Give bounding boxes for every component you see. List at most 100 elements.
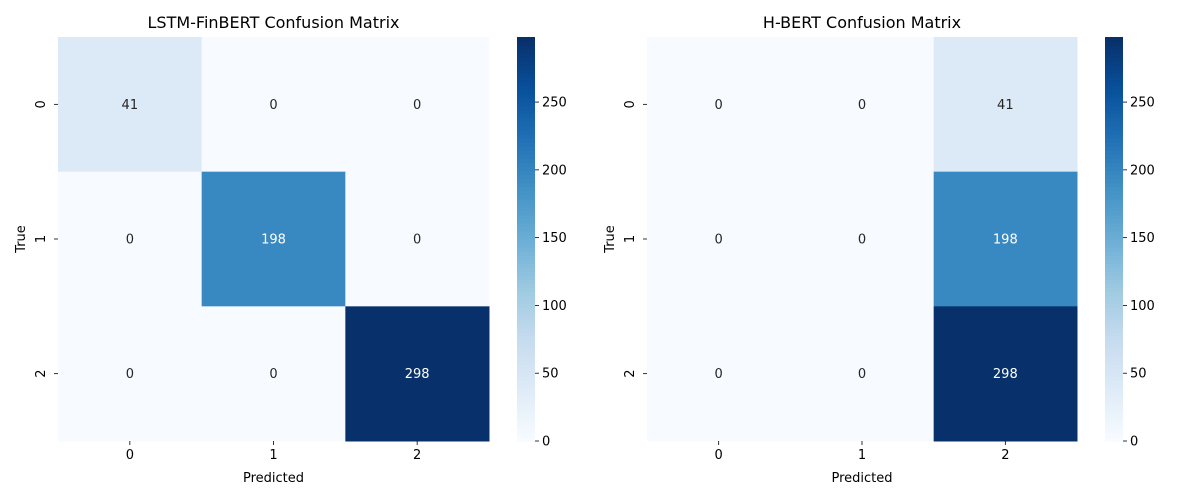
colorbar-segment bbox=[517, 404, 535, 410]
colorbar-segment bbox=[1105, 344, 1123, 349]
colorbar-segment bbox=[1105, 218, 1123, 224]
colorbar-segment bbox=[1105, 69, 1123, 74]
colorbar-segment bbox=[1105, 331, 1123, 337]
x-tick-label: 1 bbox=[858, 448, 866, 463]
colorbar-segment bbox=[1105, 352, 1123, 357]
colorbar-segment bbox=[1105, 81, 1123, 87]
heatmap-cell-r2-c1 bbox=[201, 306, 346, 442]
colorbar-segment bbox=[1105, 376, 1123, 381]
colorbar-segment bbox=[517, 271, 535, 276]
colorbar-segment bbox=[1105, 400, 1123, 406]
colorbar-segment bbox=[1105, 230, 1123, 236]
colorbar-segment bbox=[1105, 146, 1123, 151]
cell-value-r1-c2: 198 bbox=[993, 233, 1018, 248]
colorbar-segment bbox=[517, 105, 535, 111]
colorbar-segment bbox=[517, 89, 535, 95]
colorbar-segment bbox=[1105, 287, 1123, 293]
colorbar-segment bbox=[517, 210, 535, 216]
cell-value-r2-c1: 0 bbox=[269, 367, 277, 382]
colorbar-segment bbox=[517, 53, 535, 58]
colorbar-segment bbox=[1105, 416, 1123, 422]
colorbar-segment bbox=[517, 45, 535, 50]
heatmap-cell-r2-c0 bbox=[647, 306, 791, 442]
cell-value-r2-c2: 298 bbox=[993, 367, 1018, 382]
colorbar-segment bbox=[517, 170, 535, 175]
colorbar-segment bbox=[1105, 61, 1123, 66]
colorbar-segment bbox=[1105, 170, 1123, 175]
colorbar-segment bbox=[517, 239, 535, 244]
colorbar-segment bbox=[517, 344, 535, 349]
colorbar-segment bbox=[1105, 243, 1123, 248]
colorbar-segment bbox=[1105, 432, 1123, 438]
colorbar-segment bbox=[1105, 408, 1123, 414]
colorbar-segment bbox=[517, 243, 535, 248]
colorbar-segment bbox=[1105, 101, 1123, 107]
cell-value-r0-c2: 0 bbox=[413, 98, 421, 113]
colorbar-segment bbox=[517, 198, 535, 204]
colorbar-segment bbox=[517, 327, 535, 333]
heatmap-cell-r2-c2 bbox=[345, 306, 490, 442]
colorbar-segment bbox=[517, 392, 535, 398]
cell-value-r0-c0: 41 bbox=[122, 98, 139, 113]
colorbar-segment bbox=[517, 218, 535, 224]
colorbar-segment bbox=[1105, 190, 1123, 196]
colorbar-segment bbox=[517, 323, 535, 329]
colorbar-segment bbox=[1105, 121, 1123, 127]
colorbar-segment bbox=[517, 81, 535, 87]
heatmap-cell-r0-c0 bbox=[647, 37, 791, 173]
colorbar-segment bbox=[1105, 275, 1123, 280]
colorbar-segment bbox=[1105, 162, 1123, 167]
colorbar-segment bbox=[1105, 259, 1123, 264]
heatmap-cell-r2-c1 bbox=[790, 306, 935, 442]
colorbar-segment bbox=[517, 93, 535, 99]
colorbar-segment bbox=[517, 77, 535, 83]
colorbar-segment bbox=[517, 101, 535, 107]
colorbar-segment bbox=[517, 113, 535, 119]
colorbar-segment bbox=[517, 41, 535, 46]
colorbar-segment bbox=[517, 166, 535, 171]
heatmap-cell-r0-c2 bbox=[933, 37, 1078, 173]
colorbar-segment bbox=[1105, 303, 1123, 309]
colorbar-segment bbox=[517, 85, 535, 91]
colorbar-segment bbox=[517, 424, 535, 430]
colorbar-segment bbox=[517, 319, 535, 325]
colorbar-segment bbox=[517, 388, 535, 394]
colorbar-segment bbox=[1105, 186, 1123, 192]
colorbar-segment bbox=[1105, 396, 1123, 402]
colorbar-segment bbox=[1105, 142, 1123, 147]
colorbar-segment bbox=[517, 146, 535, 151]
y-tick-label: 1 bbox=[623, 235, 638, 243]
y-tick-label: 2 bbox=[34, 370, 49, 378]
colorbar-segment bbox=[1105, 291, 1123, 297]
colorbar-segment bbox=[1105, 368, 1123, 373]
colorbar-segment bbox=[1105, 89, 1123, 95]
heatmap-cell-r0-c1 bbox=[790, 37, 935, 173]
colorbar-segment bbox=[1105, 73, 1123, 78]
colorbar-segment bbox=[517, 255, 535, 260]
cell-value-r1-c2: 0 bbox=[413, 233, 421, 248]
colorbar-segment bbox=[517, 372, 535, 377]
colorbar-segment bbox=[1105, 125, 1123, 131]
x-tick-label: 2 bbox=[413, 448, 421, 463]
chart-title: LSTM-FinBERT Confusion Matrix bbox=[148, 13, 400, 32]
cell-value-r0-c1: 0 bbox=[269, 98, 277, 113]
colorbar-segment bbox=[1105, 327, 1123, 333]
colorbar-segment bbox=[517, 311, 535, 317]
colorbar-segment bbox=[517, 69, 535, 74]
colorbar-segment bbox=[517, 348, 535, 353]
colorbar-segment bbox=[1105, 113, 1123, 119]
colorbar-segment bbox=[517, 150, 535, 155]
colorbar-segment bbox=[1105, 234, 1123, 240]
colorbar-segment bbox=[1105, 158, 1123, 163]
colorbar-tick-label: 250 bbox=[542, 96, 567, 111]
colorbar-segment bbox=[1105, 348, 1123, 353]
colorbar-tick-label: 150 bbox=[542, 231, 567, 246]
colorbar-segment bbox=[517, 368, 535, 373]
heatmap-cell-r0-c2 bbox=[345, 37, 490, 173]
colorbar-segment bbox=[517, 356, 535, 361]
colorbar-segment bbox=[517, 214, 535, 220]
colorbar-segment bbox=[517, 360, 535, 365]
cell-value-r2-c1: 0 bbox=[858, 367, 866, 382]
colorbar-segment bbox=[1105, 178, 1123, 184]
